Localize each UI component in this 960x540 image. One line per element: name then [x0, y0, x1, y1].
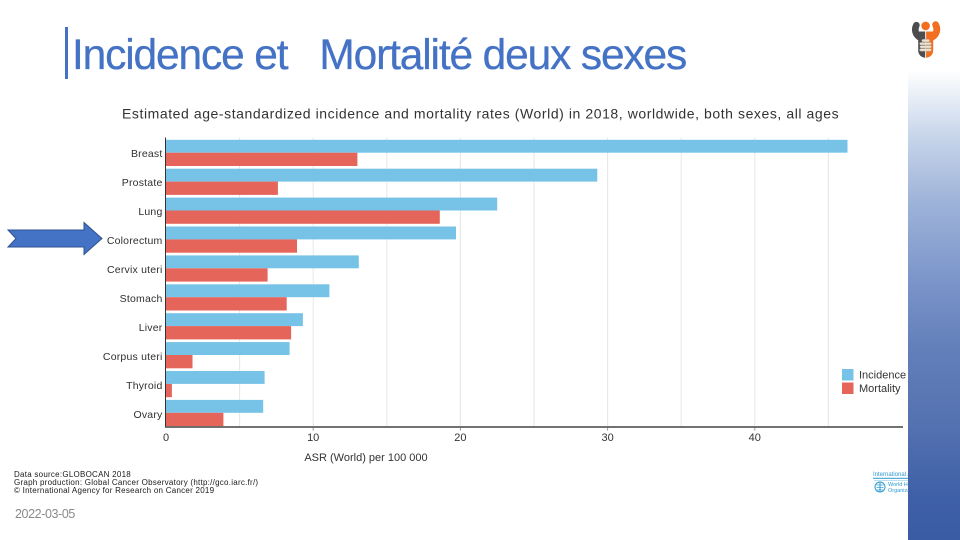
svg-text:Thyroid: Thyroid [126, 380, 162, 392]
svg-text:Estimated age-standardized inc: Estimated age-standardized incidence and… [122, 106, 839, 122]
svg-text:30: 30 [601, 432, 613, 444]
svg-text:Lung: Lung [138, 206, 162, 218]
svg-text:Stomach: Stomach [120, 293, 163, 305]
svg-text:10: 10 [307, 432, 319, 444]
svg-text:Incidence: Incidence [859, 370, 906, 382]
svg-text:Breast: Breast [131, 148, 163, 160]
svg-text:0: 0 [163, 432, 169, 444]
svg-text:International Ag: International Ag [873, 472, 915, 478]
svg-text:Organiza: Organiza [888, 488, 911, 494]
svg-text:Corpus uteri: Corpus uteri [103, 351, 163, 363]
svg-text:Cervix uteri: Cervix uteri [107, 264, 163, 276]
svg-text:40: 40 [749, 432, 761, 444]
svg-text:Colorectum: Colorectum [107, 235, 163, 247]
svg-text:Liver: Liver [139, 322, 163, 334]
svg-text:World He: World He [888, 482, 911, 488]
svg-text:Prostate: Prostate [122, 177, 163, 189]
svg-text:ASR (World) per 100 000: ASR (World) per 100 000 [304, 452, 427, 464]
svg-text:20: 20 [454, 432, 466, 444]
svg-text:Mortality: Mortality [859, 383, 901, 395]
svg-text:Ovary: Ovary [133, 409, 163, 421]
